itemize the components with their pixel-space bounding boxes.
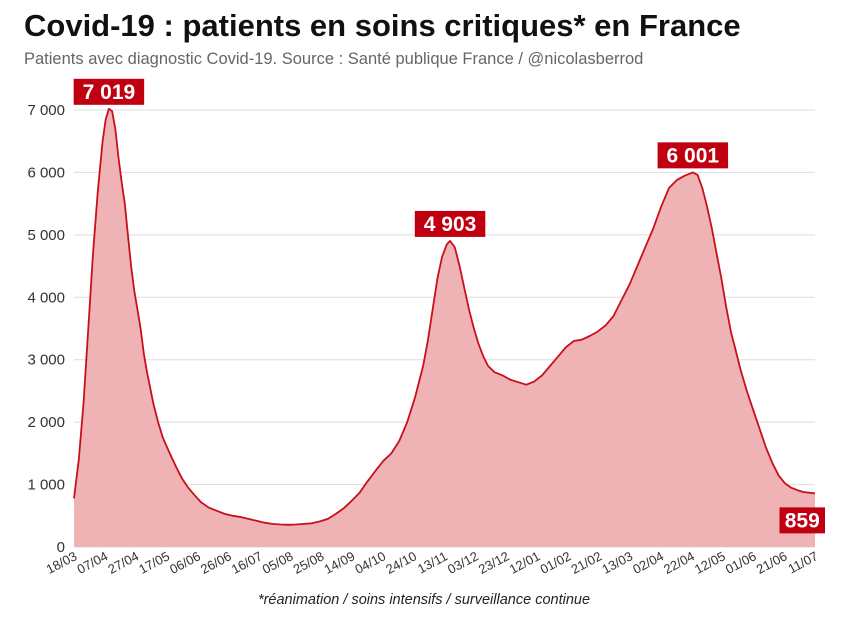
chart-subtitle: Patients avec diagnostic Covid-19. Sourc… (24, 50, 644, 68)
x-tick-label: 26/06 (198, 548, 234, 577)
y-tick-label: 1 000 (27, 477, 65, 494)
x-tick-label: 23/12 (476, 548, 512, 577)
peak-label: 4 903 (414, 210, 486, 237)
peak-label-text: 4 903 (424, 213, 477, 236)
peak-label: 6 001 (657, 142, 729, 169)
y-tick-label: 4 000 (27, 289, 65, 306)
x-tick-label: 12/05 (692, 548, 728, 577)
x-tick-label: 03/12 (445, 548, 481, 577)
y-tick-label: 6 000 (27, 164, 65, 181)
chart-title: Covid-19 : patients en soins critiques* … (24, 8, 741, 43)
footnote: *réanimation / soins intensifs / surveil… (257, 592, 591, 608)
x-tick-label: 21/06 (754, 548, 790, 577)
x-tick-label: 14/09 (322, 548, 358, 577)
x-tick-label: 17/05 (136, 548, 172, 577)
y-tick-label: 7 000 (27, 102, 65, 119)
peak-labels: 7 019 4 903 6 001 859 (73, 78, 825, 534)
area-chart: 0 1 000 2 000 3 000 4 000 5 000 6 000 7 000 18/… (27, 78, 825, 577)
y-tick-label: 2 000 (27, 414, 65, 431)
peak-label-text: 7 019 (83, 81, 136, 104)
peak-label-text: 6 001 (667, 144, 720, 167)
peak-label: 7 019 (73, 78, 145, 105)
x-tick-label: 07/04 (75, 548, 111, 577)
x-tick-label: 05/08 (260, 548, 296, 577)
area-fill (74, 108, 815, 548)
x-tick-label: 27/04 (105, 548, 141, 577)
y-tick-label: 0 (57, 539, 65, 556)
peak-label-bg (414, 210, 486, 237)
x-tick-label: 24/10 (383, 548, 419, 577)
y-axis: 0 1 000 2 000 3 000 4 000 5 000 6 000 7 000 (27, 102, 65, 556)
x-tick-label: 22/04 (661, 548, 697, 577)
x-tick-label: 13/03 (599, 548, 635, 577)
x-axis: 18/0307/0427/0417/0506/0626/0616/0705/08… (44, 548, 821, 577)
series-area (73, 107, 816, 548)
x-tick-label: 25/08 (291, 548, 327, 577)
y-tick-label: 5 000 (27, 227, 65, 244)
peak-label-bg (779, 507, 825, 534)
peak-label-bg (657, 142, 729, 169)
x-tick-label: 16/07 (229, 548, 265, 577)
x-tick-label: 02/04 (630, 548, 666, 577)
x-tick-label: 11/07 (785, 548, 820, 576)
x-tick-label: 13/11 (415, 548, 450, 576)
peak-label-text: 859 (785, 509, 820, 532)
peak-label: 859 (779, 507, 825, 534)
area-line (73, 107, 816, 526)
peak-label-bg (73, 78, 145, 105)
x-tick-label: 12/01 (507, 548, 543, 577)
x-tick-label: 01/06 (723, 548, 759, 577)
x-tick-label: 04/10 (352, 548, 388, 577)
x-tick-label: 01/02 (538, 548, 574, 577)
x-tick-label: 21/02 (569, 548, 605, 577)
y-tick-label: 3 000 (27, 352, 65, 369)
x-tick-label: 06/06 (167, 548, 203, 577)
